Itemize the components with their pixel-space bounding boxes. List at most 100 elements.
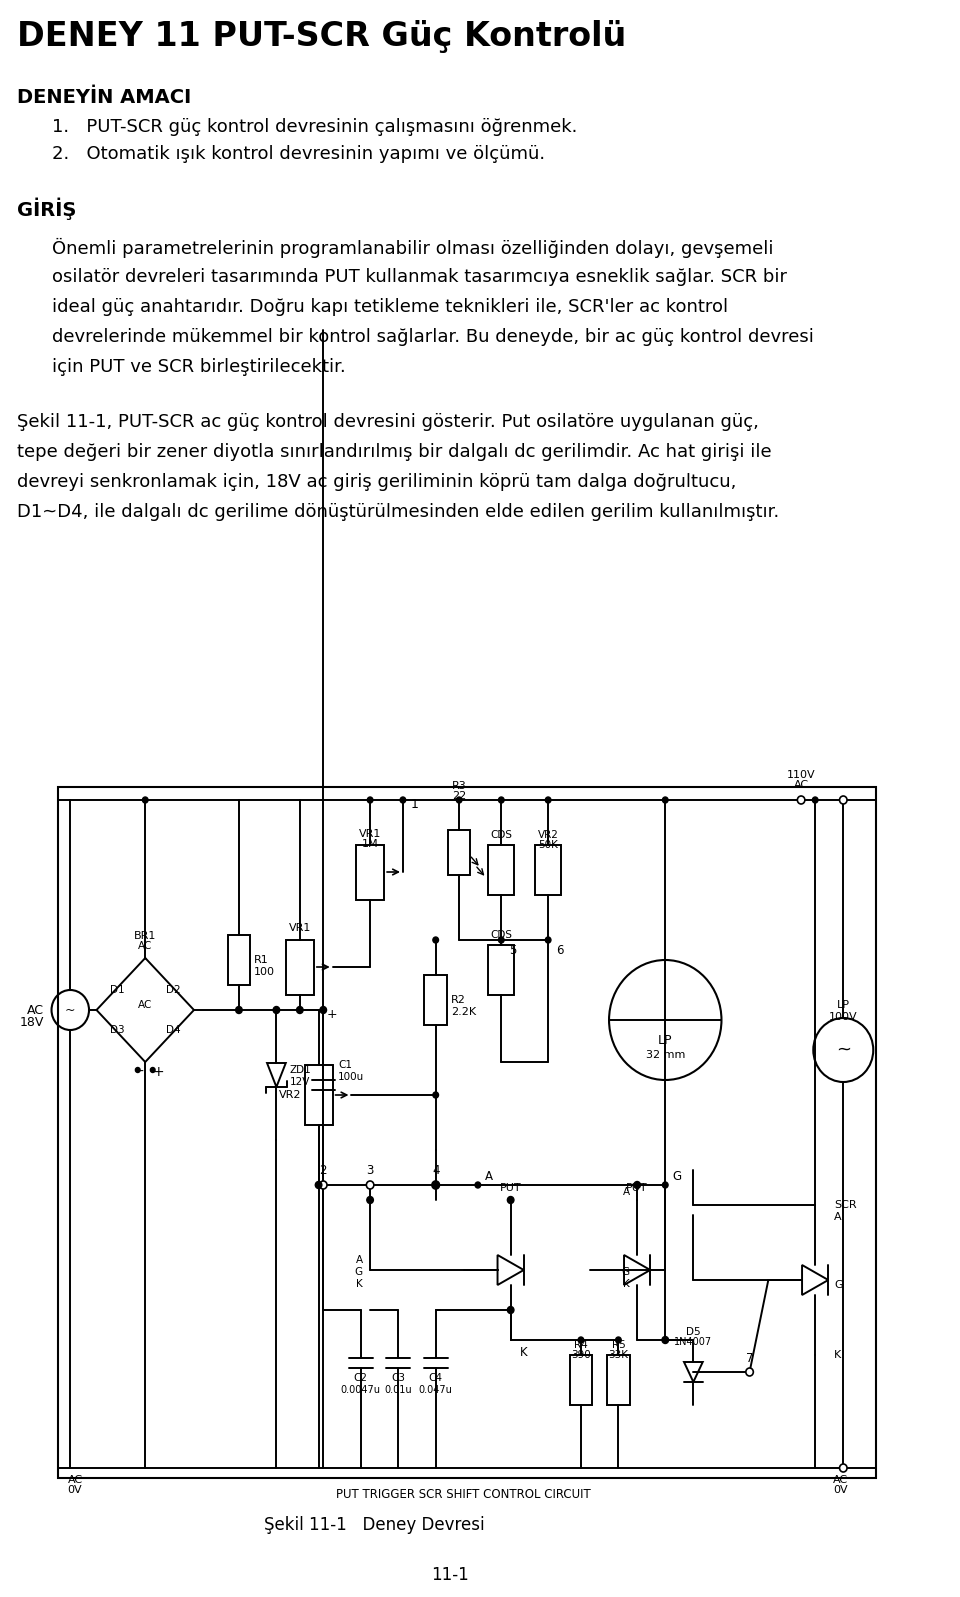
- Text: D1: D1: [109, 985, 125, 995]
- Text: A: A: [834, 1212, 842, 1222]
- Circle shape: [578, 1337, 584, 1343]
- Text: –: –: [136, 1065, 143, 1080]
- Text: AC: AC: [833, 1476, 848, 1485]
- Text: VR1: VR1: [289, 923, 311, 933]
- Bar: [424, 976, 447, 1025]
- Text: AC: AC: [27, 1003, 44, 1017]
- Text: C3: C3: [392, 1373, 405, 1383]
- Bar: [569, 1354, 592, 1405]
- Bar: [489, 845, 515, 894]
- Text: G: G: [673, 1171, 682, 1183]
- Text: VR2: VR2: [538, 830, 559, 840]
- Circle shape: [545, 797, 551, 803]
- Text: K: K: [834, 1349, 841, 1361]
- Circle shape: [400, 797, 406, 803]
- Circle shape: [320, 1182, 327, 1190]
- Text: VR2: VR2: [279, 1091, 301, 1100]
- Bar: [607, 1354, 630, 1405]
- Text: AC: AC: [67, 1476, 83, 1485]
- Circle shape: [634, 1182, 640, 1188]
- Text: 50K: 50K: [539, 840, 558, 850]
- Circle shape: [432, 1182, 440, 1190]
- Circle shape: [662, 1182, 668, 1188]
- Text: SCR: SCR: [834, 1199, 856, 1211]
- Text: PUT: PUT: [500, 1183, 521, 1193]
- Text: DENEY 11 PUT-SCR Güç Kontrolü: DENEY 11 PUT-SCR Güç Kontrolü: [17, 21, 626, 53]
- Text: 110V: 110V: [787, 770, 815, 779]
- Circle shape: [508, 1306, 514, 1313]
- Text: C4: C4: [429, 1373, 443, 1383]
- Text: 32 mm: 32 mm: [645, 1049, 684, 1060]
- Text: 4: 4: [432, 1164, 440, 1177]
- Text: AC: AC: [794, 779, 808, 791]
- Bar: [356, 845, 384, 901]
- Text: 100V: 100V: [829, 1012, 857, 1022]
- Circle shape: [368, 797, 372, 803]
- Text: K: K: [623, 1279, 630, 1289]
- Text: CDS: CDS: [491, 929, 513, 941]
- Text: devrelerinde mükemmel bir kontrol sağlarlar. Bu deneyde, bir ac güç kontrol devr: devrelerinde mükemmel bir kontrol sağlar…: [52, 327, 813, 347]
- Text: 5: 5: [509, 944, 516, 957]
- Text: K: K: [520, 1346, 528, 1359]
- Circle shape: [545, 937, 551, 942]
- Circle shape: [812, 797, 818, 803]
- Text: 1N4007: 1N4007: [674, 1337, 712, 1346]
- Text: DENEYİN AMACI: DENEYİN AMACI: [17, 88, 191, 107]
- Circle shape: [662, 1337, 668, 1343]
- Text: 0.01u: 0.01u: [384, 1385, 412, 1396]
- Circle shape: [315, 1182, 322, 1188]
- Text: PUT: PUT: [626, 1183, 648, 1193]
- Text: devreyi senkronlamak için, 18V ac giriş geriliminin köprü tam dalga doğrultucu,: devreyi senkronlamak için, 18V ac giriş …: [17, 473, 736, 490]
- Text: 3: 3: [367, 1164, 373, 1177]
- Text: 390: 390: [571, 1349, 590, 1361]
- Text: 22: 22: [452, 791, 467, 802]
- Text: G: G: [621, 1266, 630, 1278]
- Text: 100: 100: [254, 968, 275, 977]
- Text: K: K: [356, 1279, 363, 1289]
- Text: D4: D4: [166, 1025, 180, 1035]
- Text: tepe değeri bir zener diyotla sınırlandırılmış bir dalgalı dc gerilimdir. Ac hat: tepe değeri bir zener diyotla sınırlandı…: [17, 442, 772, 462]
- Text: 1.   PUT-SCR güç kontrol devresinin çalışmasını öğrenmek.: 1. PUT-SCR güç kontrol devresinin çalışm…: [52, 118, 577, 136]
- Text: A: A: [355, 1255, 363, 1265]
- Circle shape: [235, 1006, 242, 1014]
- Text: 7: 7: [746, 1351, 754, 1364]
- Circle shape: [367, 1196, 373, 1204]
- Text: R1: R1: [254, 955, 269, 965]
- Circle shape: [498, 937, 504, 942]
- Text: 1: 1: [410, 798, 419, 811]
- Circle shape: [297, 1006, 303, 1014]
- Circle shape: [151, 1067, 156, 1073]
- Text: Önemli parametrelerinin programlanabilir olması özelliğinden dolayı, gevşemeli: Önemli parametrelerinin programlanabilir…: [52, 238, 773, 259]
- Text: ~: ~: [65, 1003, 76, 1017]
- Bar: [535, 845, 562, 894]
- Circle shape: [840, 1464, 847, 1472]
- Text: 11-1: 11-1: [431, 1567, 468, 1584]
- Text: D1~D4, ile dalgalı dc gerilime dönüştürülmesinden elde edilen gerilim kullanılmı: D1~D4, ile dalgalı dc gerilime dönüştürü…: [17, 503, 780, 521]
- Text: 12V: 12V: [290, 1076, 310, 1088]
- Circle shape: [433, 937, 439, 942]
- Circle shape: [274, 1006, 279, 1014]
- Circle shape: [615, 1337, 621, 1343]
- Text: 2.2K: 2.2K: [450, 1008, 476, 1017]
- Circle shape: [840, 795, 847, 803]
- Text: G: G: [834, 1281, 843, 1290]
- Bar: [59, 787, 876, 1477]
- Text: 0V: 0V: [833, 1485, 848, 1495]
- Text: D3: D3: [109, 1025, 125, 1035]
- Text: +: +: [327, 1008, 338, 1022]
- Text: R3: R3: [452, 781, 467, 791]
- Text: 0.0047u: 0.0047u: [341, 1385, 381, 1396]
- Text: 6: 6: [556, 944, 564, 957]
- Text: A: A: [486, 1171, 493, 1183]
- Text: 100u: 100u: [338, 1072, 365, 1083]
- Text: 2.   Otomatik ışık kontrol devresinin yapımı ve ölçümü.: 2. Otomatik ışık kontrol devresinin yapı…: [52, 145, 544, 163]
- Text: G: G: [354, 1266, 363, 1278]
- Bar: [228, 934, 251, 985]
- Text: 18V: 18V: [19, 1016, 44, 1028]
- Bar: [304, 1065, 332, 1124]
- Text: R2: R2: [450, 995, 466, 1005]
- Circle shape: [746, 1369, 754, 1377]
- Text: D5: D5: [686, 1327, 701, 1337]
- Text: GİRİŞ: GİRİŞ: [17, 198, 76, 220]
- Text: VR1: VR1: [359, 829, 381, 838]
